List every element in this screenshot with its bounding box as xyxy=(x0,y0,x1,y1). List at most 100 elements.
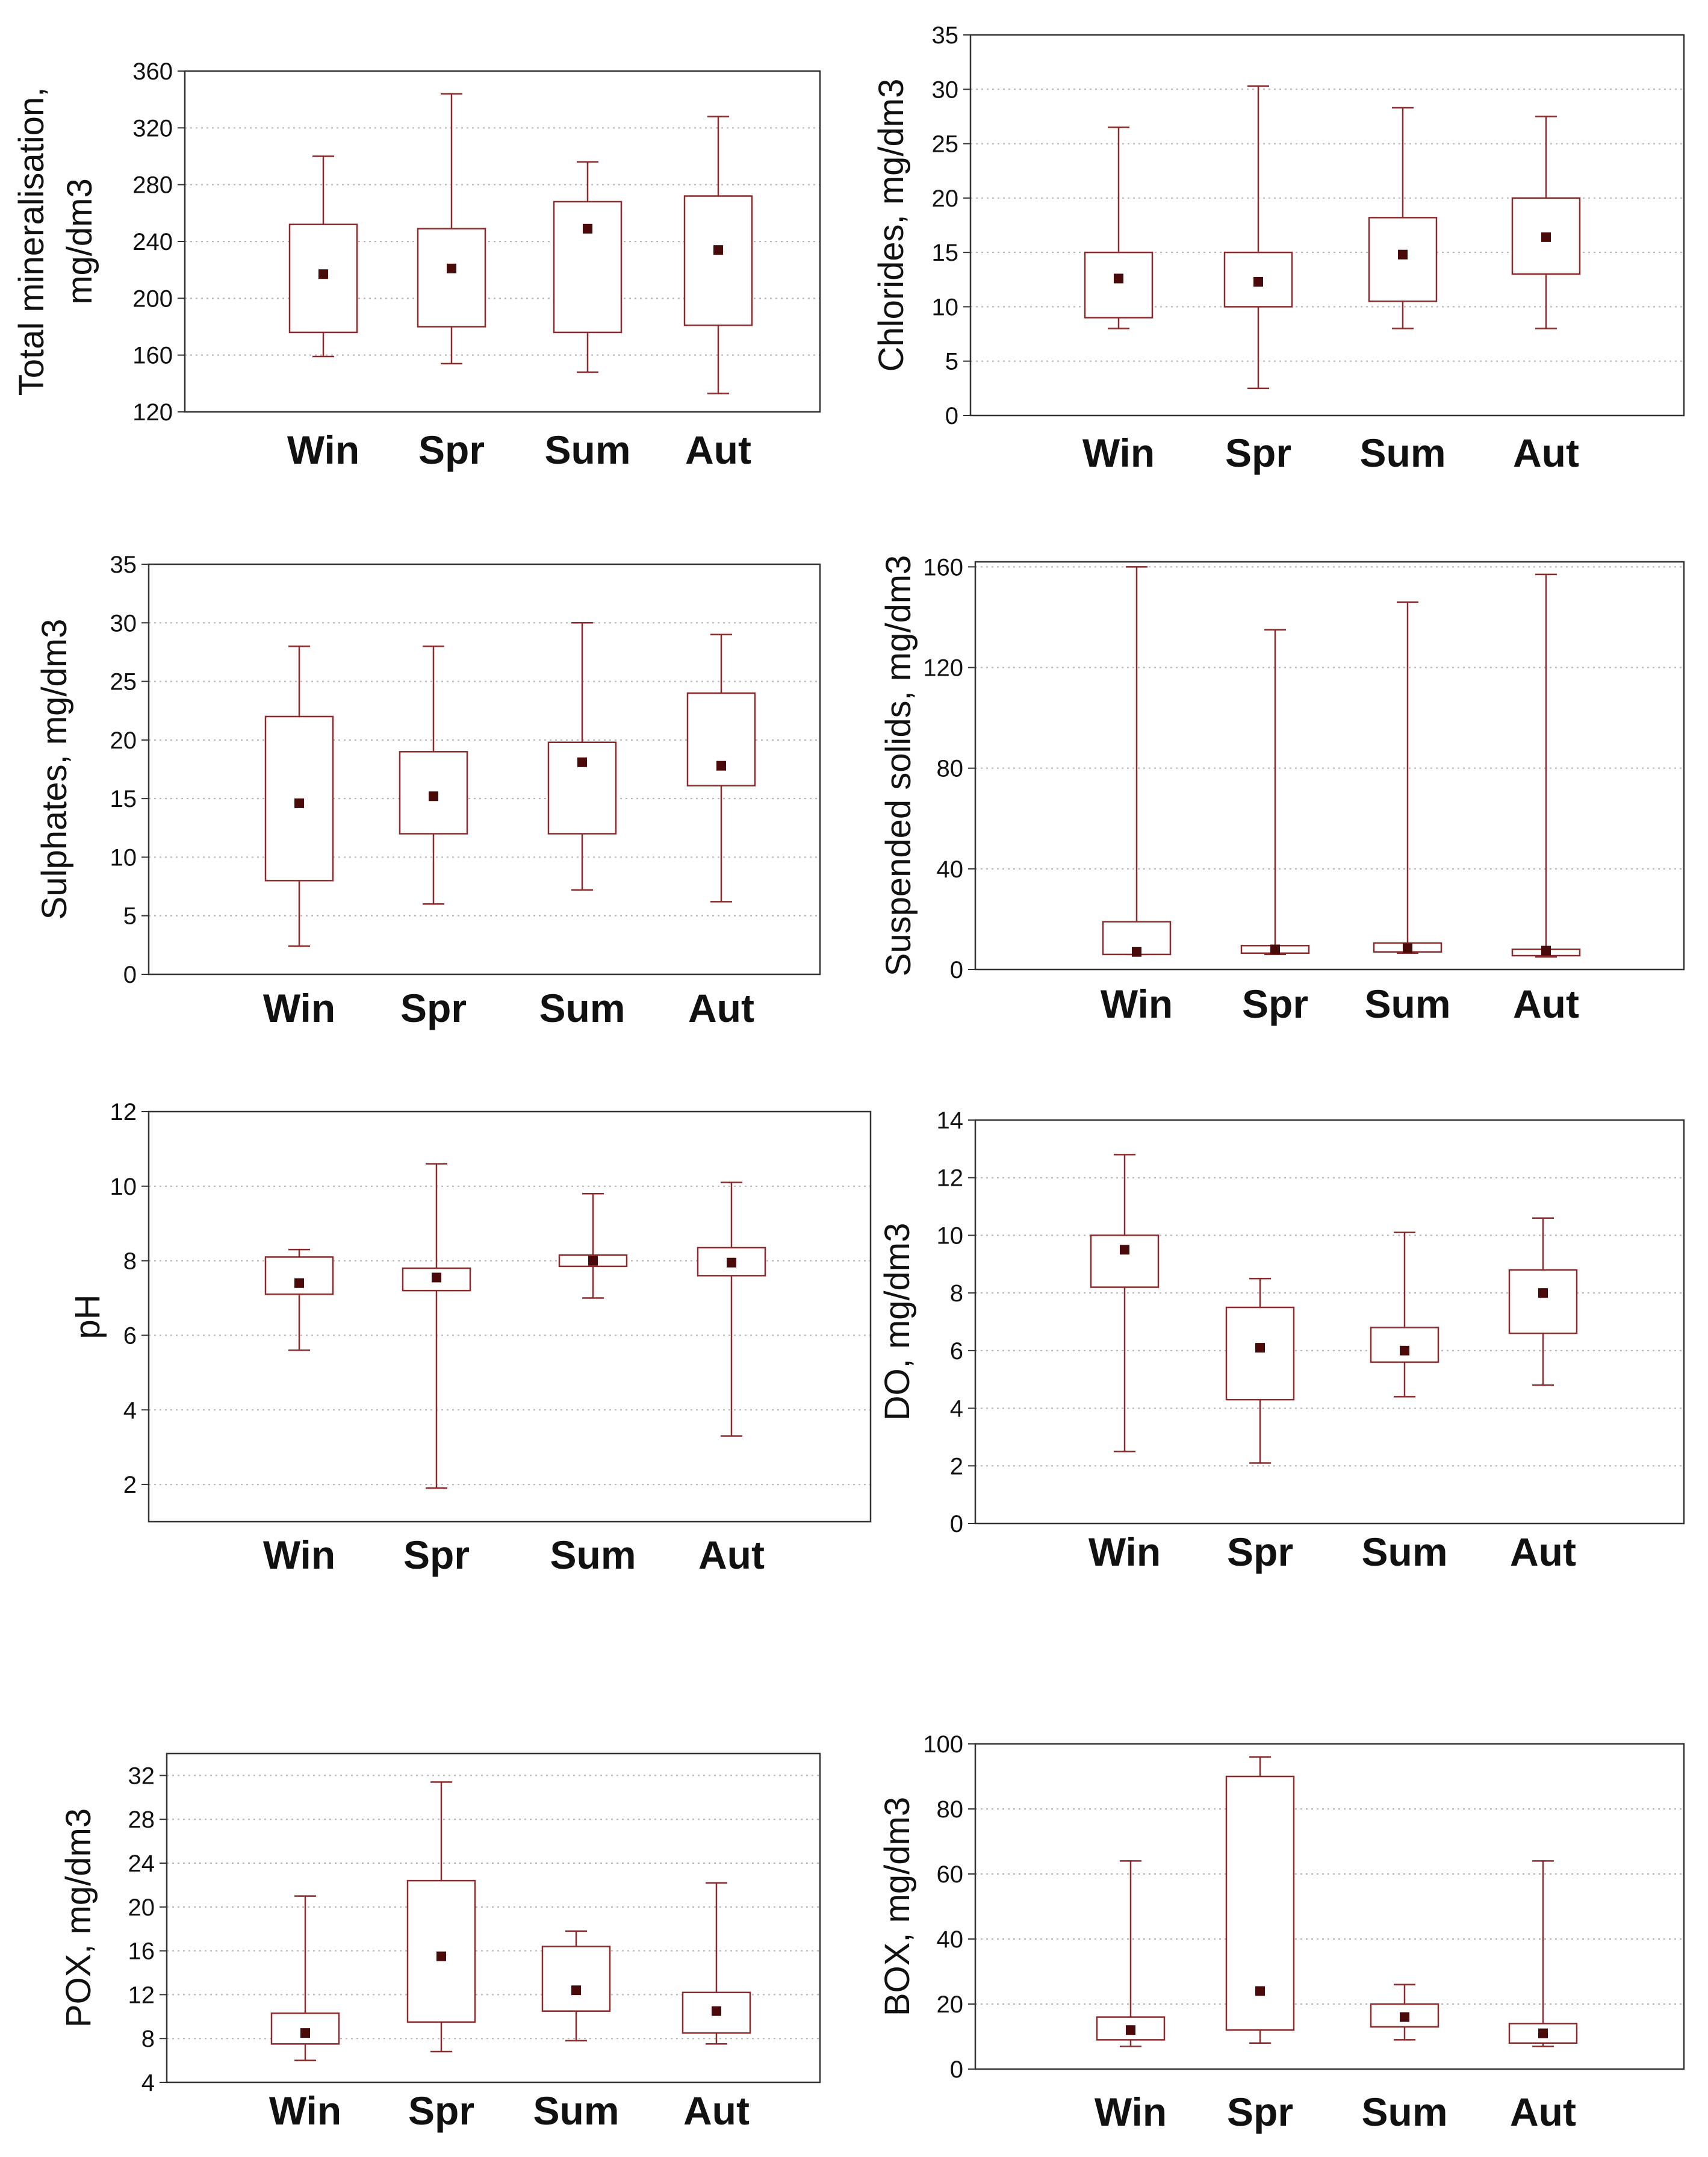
y-tick-label: 8 xyxy=(950,1280,963,1307)
box-aut xyxy=(683,116,753,394)
mean-marker xyxy=(588,1256,598,1266)
plot-frame xyxy=(166,1752,821,2084)
box-sum xyxy=(547,622,617,891)
y-tick-label: 20 xyxy=(932,185,959,212)
box-iqr xyxy=(1370,2003,1439,2028)
category-label-aut: Aut xyxy=(1510,1530,1576,1574)
box-win xyxy=(270,1895,340,2061)
plot-frame xyxy=(974,1119,1685,1525)
mean-marker xyxy=(1400,1345,1409,1356)
category-label-sum: Sum xyxy=(1359,431,1446,475)
y-tick-label: 20 xyxy=(128,1894,155,1921)
box-iqr xyxy=(683,195,753,326)
y-tick-label: 0 xyxy=(950,2056,963,2083)
box-iqr xyxy=(686,692,756,786)
mean-marker xyxy=(294,798,304,808)
plot-frame xyxy=(974,561,1685,971)
y-tick-label: 5 xyxy=(945,349,958,375)
category-label-sum: Sum xyxy=(539,986,625,1030)
box-aut xyxy=(1511,116,1581,329)
y-tick-label: 12 xyxy=(937,1165,964,1192)
box-win xyxy=(1102,566,1172,957)
mean-marker xyxy=(1541,945,1551,956)
box-iqr xyxy=(264,1256,334,1295)
mean-marker xyxy=(447,263,456,273)
mean-marker xyxy=(713,245,723,255)
y-tick-label: 80 xyxy=(937,756,964,782)
box-aut xyxy=(1508,1217,1578,1386)
mean-marker xyxy=(1400,2012,1409,2022)
y-tick-label: 160 xyxy=(923,554,963,580)
y-tick-label: 0 xyxy=(950,1511,963,1537)
box-iqr xyxy=(402,1267,471,1292)
chart-panel-ph: 2 4 6 8 10 12 Win Spr Sum Aut pH xyxy=(68,1099,872,1577)
box-iqr xyxy=(1090,1234,1160,1288)
y-tick-label: 6 xyxy=(950,1338,963,1365)
y-axis-title: Suspended solids, mg/dm3 xyxy=(879,555,918,977)
mean-marker xyxy=(727,1257,736,1268)
y-tick-label: 4 xyxy=(950,1396,963,1422)
category-label-spr: Spr xyxy=(1227,2090,1293,2134)
mean-marker xyxy=(294,1278,304,1288)
plot-frame xyxy=(148,1110,872,1523)
box-spr xyxy=(1225,1756,1295,2044)
mean-marker xyxy=(1253,276,1263,287)
category-label-sum: Sum xyxy=(1361,2090,1447,2134)
box-iqr xyxy=(1084,251,1154,319)
category-label-sum: Sum xyxy=(1361,1530,1447,1574)
box-iqr xyxy=(1370,1327,1439,1363)
y-tick-label: 280 xyxy=(132,172,173,199)
category-label-aut: Aut xyxy=(1513,982,1579,1026)
category-label-aut: Aut xyxy=(685,428,751,472)
y-tick-label: 320 xyxy=(132,115,173,142)
y-axis-title: BOX, mg/dm3 xyxy=(878,1797,917,2016)
category-label-spr: Spr xyxy=(403,1533,470,1577)
box-iqr xyxy=(541,1946,611,2012)
y-tick-label: 25 xyxy=(932,131,959,158)
y-tick-label: 20 xyxy=(110,727,137,754)
mean-marker xyxy=(429,791,438,801)
chart-panel-sulphates: 0 5 10 15 20 25 30 35 Win Spr Sum Aut Sulphates, mg/… xyxy=(35,552,821,1030)
box-sum xyxy=(541,1930,611,2042)
chart-panel-box: 0 20 40 60 80 100 Win Spr Sum Aut BOX, mg/dm3 xyxy=(878,1731,1685,2134)
box-spr xyxy=(399,645,468,905)
box-sum xyxy=(1373,601,1442,954)
box-aut xyxy=(1508,1860,1578,2047)
mean-marker xyxy=(1398,249,1408,260)
y-tick-label: 360 xyxy=(132,58,173,85)
y-tick-label: 8 xyxy=(141,2026,155,2052)
y-tick-label: 10 xyxy=(932,294,959,320)
plot-frame xyxy=(184,70,821,413)
box-sum xyxy=(553,161,623,373)
y-tick-label: 16 xyxy=(128,1938,155,1965)
box-spr xyxy=(406,1781,476,2053)
category-label-sum: Sum xyxy=(550,1533,636,1577)
box-sum xyxy=(1370,1231,1439,1398)
y-tick-label: 120 xyxy=(923,655,963,682)
box-win xyxy=(1090,1154,1160,1452)
box-spr xyxy=(417,93,486,365)
box-win xyxy=(264,1248,334,1351)
box-iqr xyxy=(1368,217,1438,302)
y-axis-title: DO, mg/dm3 xyxy=(878,1223,917,1421)
category-label-win: Win xyxy=(287,428,359,472)
box-iqr xyxy=(547,741,617,835)
y-tick-label: 60 xyxy=(937,1861,964,1888)
y-tick-label: 100 xyxy=(923,1731,963,1758)
mean-marker xyxy=(1270,944,1280,954)
box-iqr xyxy=(1508,1269,1578,1334)
category-label-aut: Aut xyxy=(688,986,754,1030)
mean-marker xyxy=(712,2006,721,2016)
box-iqr xyxy=(1096,2016,1166,2041)
y-tick-label: 40 xyxy=(937,1926,964,1953)
plot-frame xyxy=(969,34,1685,417)
y-tick-label: 35 xyxy=(932,22,959,49)
plot-frame xyxy=(148,563,821,976)
y-axis-title: Sulphates, mg/dm3 xyxy=(35,619,74,920)
category-label-win: Win xyxy=(1088,1530,1161,1574)
y-tick-label: 35 xyxy=(110,552,137,578)
y-tick-label: 240 xyxy=(132,229,173,255)
mean-marker xyxy=(583,223,592,234)
mean-marker xyxy=(1255,1343,1265,1353)
mean-marker xyxy=(1255,1986,1265,1996)
